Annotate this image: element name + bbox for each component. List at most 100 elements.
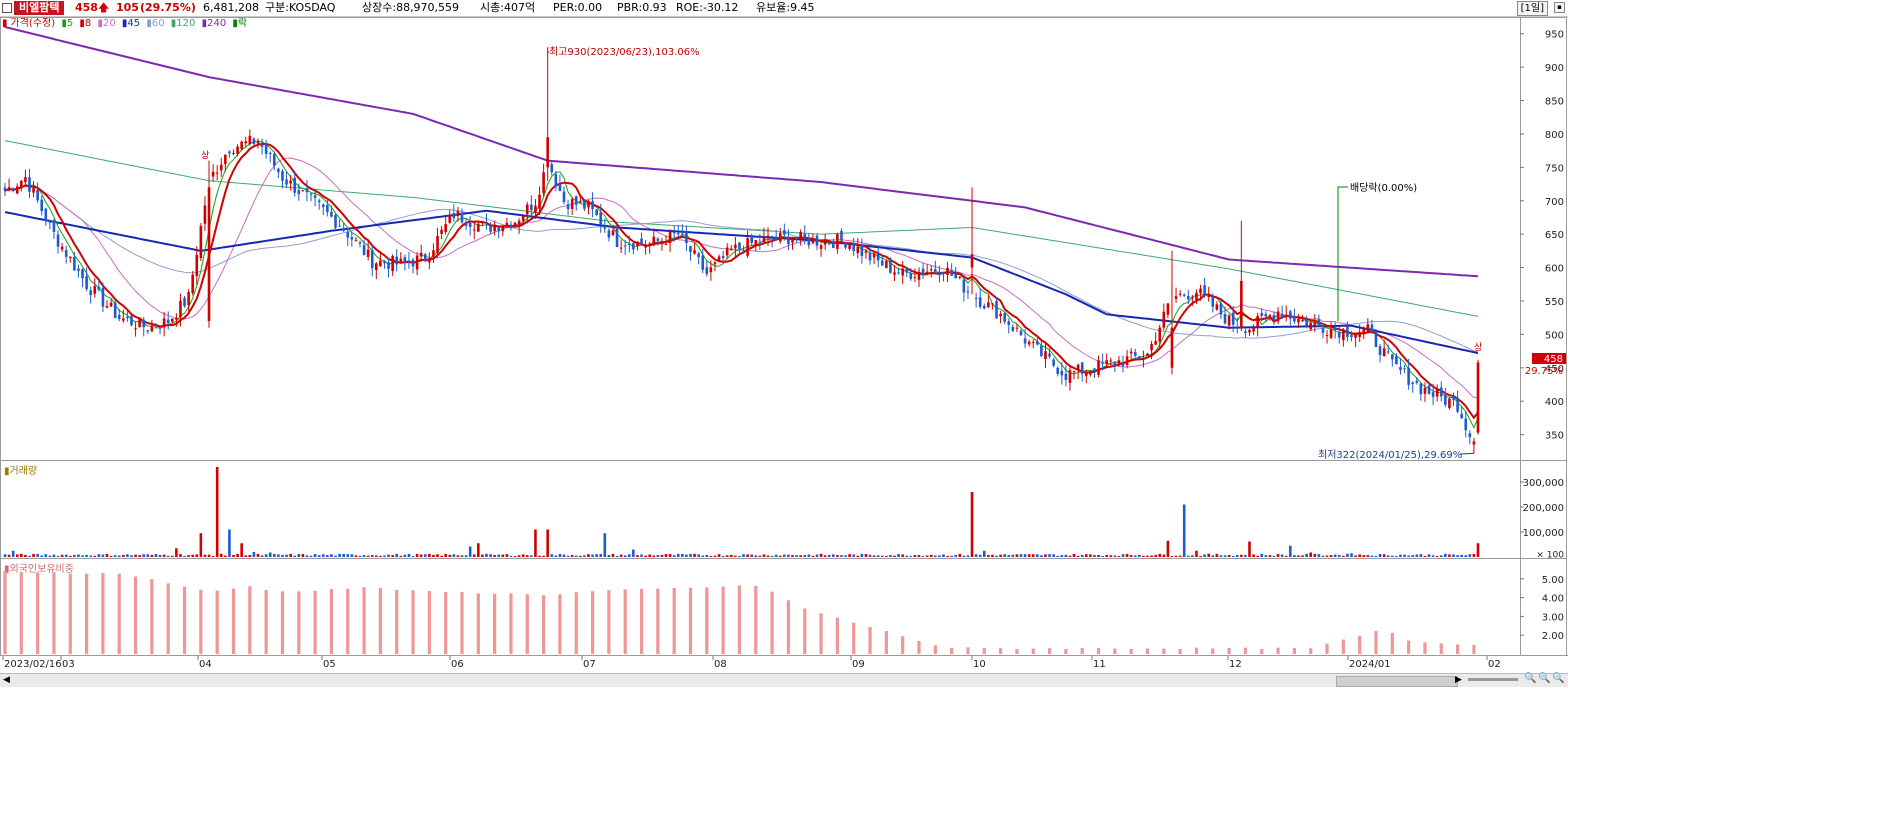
volume-bar [652,555,656,557]
candle-body [738,242,741,249]
foreign-pane-label: ▮외국인보유비중 [4,564,74,575]
candle-body [717,256,721,261]
foreign-bar [1015,648,1019,654]
legend-ma240: ▮240 [201,18,227,29]
volume-bar [232,555,235,557]
volume-bar [1431,555,1435,557]
volume-bar [472,554,476,557]
volume-bar [660,554,664,557]
volume-bar [521,554,525,557]
candle-body [444,224,447,232]
volume-bar [734,555,737,557]
scroll-left-icon[interactable]: ◀ [3,675,10,685]
candle-body [1280,313,1284,318]
candle-body [550,164,554,173]
volume-bar [1337,555,1341,557]
candle-body [399,258,403,263]
volume-bar [1105,554,1108,557]
candle-body [1276,311,1280,322]
volume-bar [309,555,313,557]
candle-body [538,194,541,209]
scroll-right-icon[interactable]: ▶ [1455,675,1462,685]
date-tick-label: 09 [852,659,865,670]
zoom-reset-icon[interactable]: 🔍 [1552,673,1565,684]
candle-body [395,256,399,265]
horizontal-scrollbar[interactable]: ◀ ▶ 🔍 🔍 🔍 [0,673,1568,687]
zoom-out-icon[interactable]: 🔍 [1538,673,1551,684]
foreign-bar [786,600,791,654]
candle-body [105,305,109,308]
volume-bar [599,553,603,557]
stock-name[interactable]: 비엘팜텍 [14,1,65,15]
candle-body [827,243,831,245]
volume-bar [627,554,631,557]
candle-body [574,196,578,205]
candle-body [1272,315,1276,320]
volume-bar [966,555,970,557]
volume-bar [1219,555,1223,557]
volume-bar [1182,504,1186,557]
period-selector[interactable]: [1일] [1516,1,1548,16]
candle-body [1260,313,1264,316]
candle-body [1105,360,1108,365]
scroll-thumb[interactable] [1336,676,1458,687]
volume-bar [664,554,668,557]
menu-box-icon[interactable] [2,3,12,13]
volume-bar [183,555,186,557]
candle-body [497,227,501,232]
change-text: 105 [116,1,139,14]
candle-body [754,240,758,245]
candle-body [40,199,44,212]
foreign-bar [819,613,823,654]
candle-body [81,269,84,279]
candle-body [1378,346,1382,356]
candle-body [1056,367,1060,374]
stock-chart[interactable]: 350 400 450 500 550 600 650 700 750 800 850 900 950 1… [0,0,1568,686]
volume-bar [415,553,419,557]
candle-body [419,252,423,257]
volume-bar [1411,555,1415,557]
volume-bar [632,549,635,557]
candle-body [852,242,856,252]
candle-body [162,318,166,328]
candle-body [101,287,105,307]
price-tick-label: 800 [1545,130,1564,141]
volume-bar [134,554,137,557]
volume-bar [807,554,811,557]
volume-bar [872,555,876,557]
volume-bar [636,555,639,557]
foreign-bar [460,591,464,654]
date-tick-label: 10 [973,659,986,670]
volume-bar [297,554,301,557]
volume-bar [1329,555,1333,557]
date-tick-label: 05 [323,659,336,670]
foreign-bar [688,587,693,654]
zoom-slider[interactable] [1468,678,1518,681]
candle-body [505,222,509,226]
foreign-bar [1455,644,1460,654]
foreign-bar [395,589,399,654]
volume-bar [856,555,860,557]
low-leader [1459,452,1474,455]
volume-bar [1423,555,1427,557]
foreign-bar [1423,642,1427,654]
volume-bar [987,554,990,557]
candle-body [1048,353,1051,357]
candle-body [122,318,125,321]
volume-bar [505,554,509,557]
volume-bar [1235,555,1239,557]
candle-body [1052,359,1055,366]
candle-body [938,271,941,276]
volume-bar [554,555,558,557]
ma8-line [4,142,1479,420]
candle-body [224,154,227,165]
zoom-in-icon[interactable]: 🔍 [1524,673,1537,684]
date-tick-label: 04 [199,659,212,670]
candle-body [729,248,733,251]
volume-bar [1256,555,1259,557]
candle-body [1248,329,1251,333]
foreign-bar [1292,647,1296,654]
volume-bar [1472,553,1476,557]
close-icon[interactable]: ▪ [1554,2,1565,13]
volume-bar [1015,554,1019,557]
